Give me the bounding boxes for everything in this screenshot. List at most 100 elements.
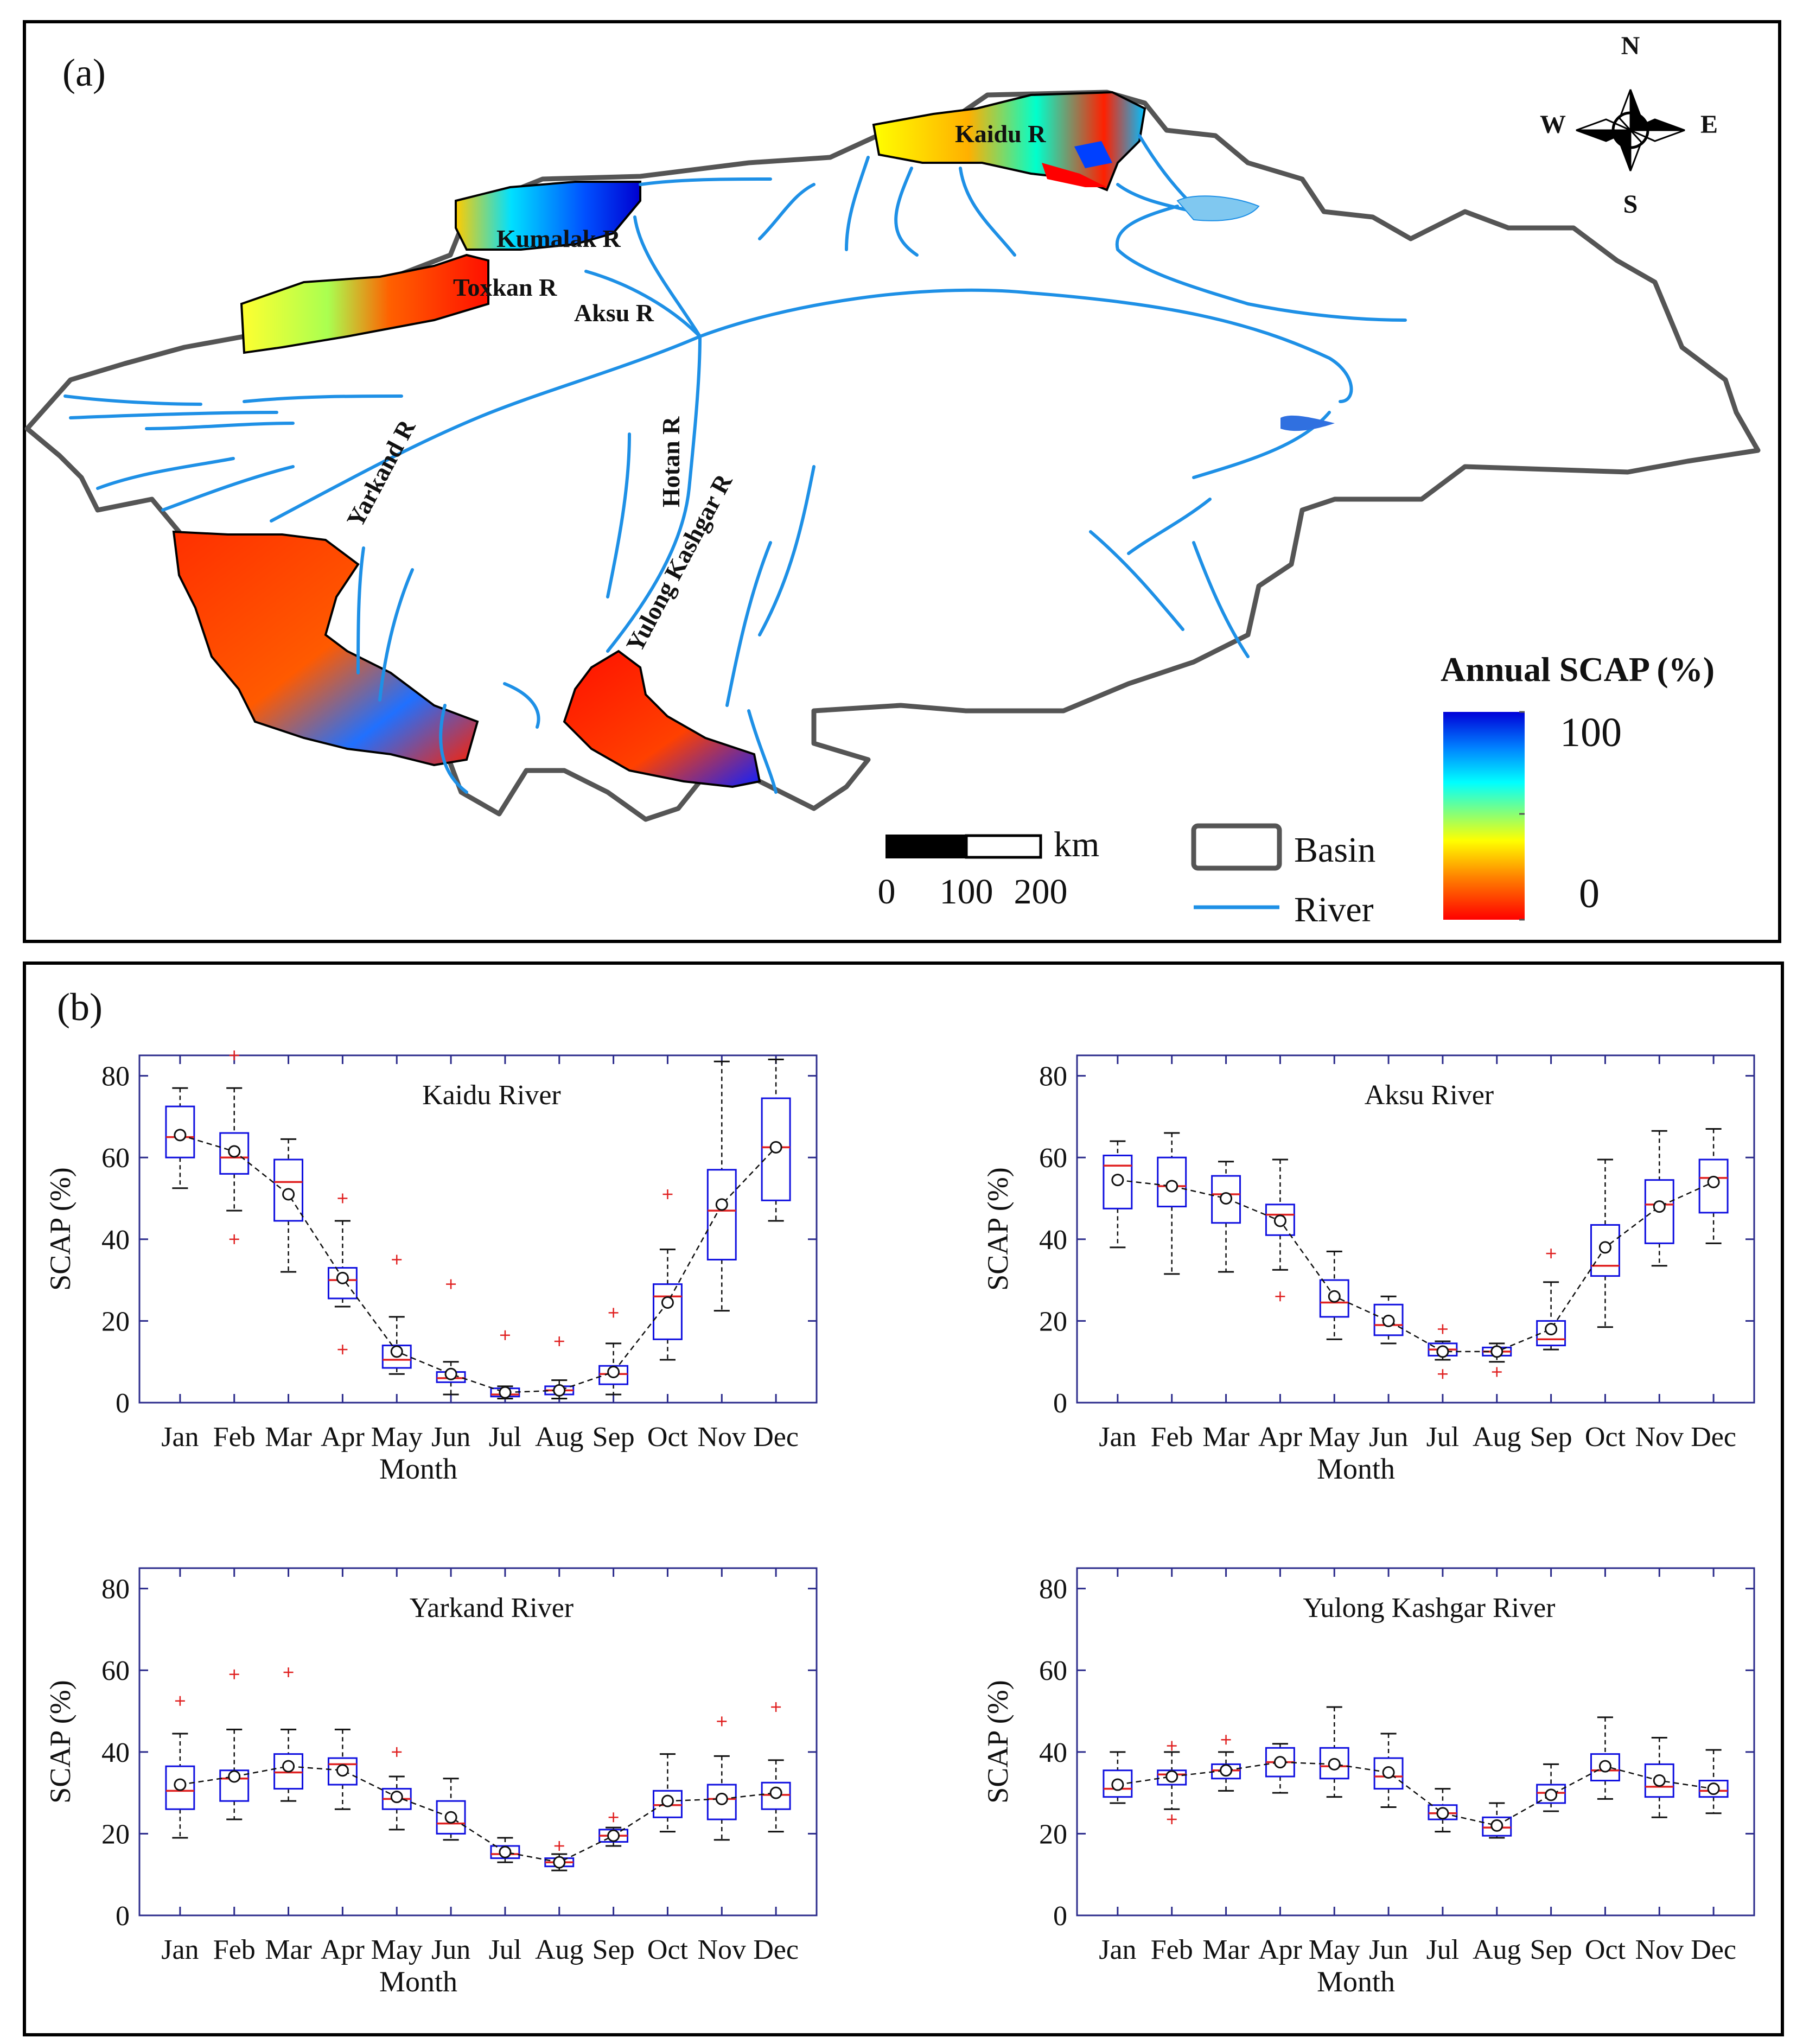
- mean-marker: [444, 1367, 457, 1380]
- box: [1265, 1204, 1295, 1236]
- x-tick-label: Jun: [431, 1422, 470, 1453]
- mean-marker: [1111, 1778, 1124, 1791]
- river-label-kaidu: Kaidu R: [955, 120, 1046, 148]
- x-tick-label: Apr: [321, 1934, 365, 1965]
- outlier: [500, 1330, 510, 1340]
- x-tick-label: Mar: [265, 1422, 312, 1453]
- legend-basin-label: Basin: [1294, 830, 1375, 870]
- x-tick-label: Feb: [213, 1422, 256, 1453]
- y-tick-label: 20: [1039, 1819, 1067, 1850]
- x-tick-label: Jun: [1369, 1934, 1408, 1965]
- x-tick-label: Oct: [1585, 1934, 1626, 1965]
- y-tick-label: 0: [1053, 1388, 1067, 1419]
- x-tick-label: Apr: [1258, 1422, 1302, 1453]
- y-tick-label: 20: [1039, 1306, 1067, 1337]
- x-axis-label: Month: [379, 1965, 457, 1998]
- chart-title: Kaidu River: [422, 1080, 561, 1111]
- y-tick-label: 0: [116, 1901, 130, 1932]
- x-tick-label: May: [371, 1934, 423, 1965]
- box: [165, 1765, 195, 1810]
- box: [327, 1757, 358, 1786]
- mean-marker: [228, 1770, 241, 1783]
- mean-line: [1117, 1761, 1714, 1826]
- x-tick-label: Oct: [647, 1422, 689, 1453]
- y-axis-label: SCAP (%): [982, 1680, 1014, 1804]
- y-tick-label: 80: [1039, 1061, 1067, 1092]
- x-tick-label: Feb: [1151, 1422, 1193, 1453]
- box: [652, 1283, 683, 1340]
- x-tick-label: Sep: [592, 1422, 635, 1453]
- mean-marker: [1273, 1756, 1286, 1769]
- box: [1157, 1156, 1187, 1208]
- x-axis-label: Month: [379, 1453, 457, 1485]
- mean-marker: [1707, 1175, 1720, 1188]
- plot-frame: [138, 1054, 818, 1404]
- x-tick-label: Aug: [535, 1934, 584, 1965]
- river-label-aksu: Aksu R: [574, 299, 654, 327]
- mean-marker: [1165, 1770, 1178, 1783]
- mean-marker: [1328, 1290, 1341, 1303]
- x-tick-label: Nov: [1635, 1422, 1684, 1453]
- legend-river-label: River: [1294, 890, 1374, 929]
- mean-marker: [1707, 1782, 1720, 1795]
- panel-b-label: (b): [57, 985, 103, 1029]
- mean-marker: [1111, 1174, 1124, 1187]
- box: [1211, 1175, 1241, 1224]
- plot-frame: [138, 1567, 818, 1916]
- x-tick-label: May: [1309, 1934, 1360, 1965]
- scale-bar-black: [885, 835, 967, 858]
- x-tick-label: Jun: [431, 1934, 470, 1965]
- river-network: [63, 134, 1407, 794]
- scale-bar-white: [965, 834, 1042, 859]
- outlier: [1437, 1369, 1448, 1379]
- outlier: [1275, 1291, 1285, 1302]
- mean-marker: [390, 1791, 403, 1804]
- x-tick-label: Dec: [753, 1934, 799, 1965]
- y-tick-label: 40: [101, 1225, 130, 1256]
- box: [706, 1784, 737, 1820]
- mean-marker: [1220, 1764, 1233, 1777]
- mean-marker: [1598, 1241, 1611, 1254]
- x-tick-label: Mar: [1202, 1934, 1250, 1965]
- box: [652, 1790, 683, 1818]
- x-tick-label: Jun: [1369, 1422, 1408, 1453]
- mean-marker: [715, 1792, 728, 1805]
- mean-marker: [1436, 1345, 1449, 1358]
- box: [761, 1781, 791, 1810]
- outlier: [446, 1279, 456, 1289]
- mean-line: [180, 1765, 776, 1863]
- plot-frame: [1076, 1054, 1755, 1404]
- toxkan-subbasin: [240, 253, 489, 354]
- x-tick-label: Oct: [647, 1934, 689, 1965]
- mean-marker: [1545, 1322, 1558, 1335]
- mean-marker: [1653, 1774, 1666, 1787]
- y-axis-label: SCAP (%): [44, 1167, 77, 1291]
- x-tick-label: Mar: [1202, 1422, 1250, 1453]
- mean-marker: [282, 1188, 295, 1201]
- box: [1644, 1179, 1674, 1244]
- colorbar-min-label: 0: [1579, 871, 1600, 916]
- y-tick-label: 40: [1039, 1225, 1067, 1256]
- y-tick-label: 80: [101, 1061, 130, 1092]
- x-tick-label: Jan: [1099, 1934, 1136, 1965]
- mean-marker: [499, 1386, 512, 1399]
- chart-2: 0 20 40 60 80 SCAP (%) Month Yarkand River Jan Fe…: [44, 1567, 818, 1998]
- outlier: [1167, 1741, 1177, 1751]
- x-axis-label: Month: [1317, 1453, 1395, 1485]
- outlier: [175, 1696, 185, 1706]
- mean-marker: [1598, 1760, 1611, 1773]
- scale-tick-200: 200: [1014, 872, 1068, 912]
- box: [165, 1105, 195, 1158]
- box: [1482, 1816, 1512, 1837]
- box: [761, 1097, 791, 1201]
- outlier: [717, 1716, 727, 1727]
- chart-title: Aksu River: [1365, 1080, 1494, 1111]
- mean-marker: [1382, 1314, 1395, 1327]
- mean-marker: [1328, 1758, 1341, 1771]
- mean-marker: [607, 1366, 620, 1379]
- x-tick-label: Jul: [489, 1422, 522, 1453]
- outlier: [1167, 1814, 1177, 1825]
- kumalak-subbasin: [455, 181, 641, 251]
- mean-marker: [553, 1856, 566, 1869]
- box: [1590, 1753, 1620, 1782]
